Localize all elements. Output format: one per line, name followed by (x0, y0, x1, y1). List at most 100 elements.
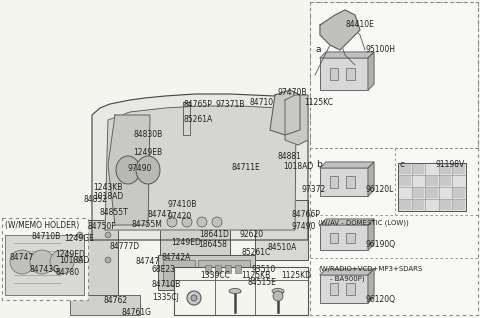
Text: 1125KB: 1125KB (241, 271, 270, 280)
Circle shape (212, 217, 222, 227)
Bar (174, 267, 308, 315)
Bar (347, 283, 355, 294)
Bar (454, 200, 465, 210)
Polygon shape (183, 102, 190, 135)
Text: 1125KC: 1125KC (304, 98, 333, 107)
Circle shape (50, 250, 74, 274)
Text: (W/MEMO HOLDER): (W/MEMO HOLDER) (5, 221, 79, 230)
Text: (W/RADIO+VCD+MP3+SDARS: (W/RADIO+VCD+MP3+SDARS (318, 265, 422, 272)
Bar (320, 168, 368, 196)
Circle shape (191, 295, 197, 301)
Text: b: b (316, 160, 322, 169)
Text: 84510A: 84510A (267, 243, 296, 252)
Text: 1018AD: 1018AD (93, 192, 123, 201)
Bar (399, 200, 410, 210)
Text: 96120L: 96120L (365, 185, 394, 194)
Circle shape (167, 217, 177, 227)
Text: 84852: 84852 (83, 195, 107, 204)
Text: 84780: 84780 (56, 268, 80, 277)
Text: 84711E: 84711E (232, 163, 261, 172)
Ellipse shape (136, 156, 160, 184)
Text: 84855T: 84855T (100, 208, 129, 217)
Polygon shape (320, 52, 374, 58)
Text: 84710: 84710 (249, 98, 273, 107)
Text: 97371B: 97371B (216, 100, 245, 109)
Text: 91198V: 91198V (436, 160, 465, 169)
Polygon shape (320, 269, 374, 275)
Bar (160, 195, 230, 255)
Text: 93510: 93510 (252, 265, 276, 274)
Ellipse shape (116, 156, 140, 184)
Text: 85261C: 85261C (242, 248, 271, 257)
Text: 1125KD: 1125KD (281, 271, 311, 280)
Text: 1249ED: 1249ED (171, 238, 201, 247)
Polygon shape (368, 52, 374, 90)
Text: 97470B: 97470B (278, 88, 308, 97)
Polygon shape (108, 115, 150, 225)
Text: 97420: 97420 (168, 212, 192, 221)
Polygon shape (105, 106, 296, 230)
Ellipse shape (272, 288, 284, 294)
Text: 84710B: 84710B (32, 232, 61, 241)
Bar (347, 232, 355, 243)
Text: 186458: 186458 (198, 240, 227, 249)
Bar (320, 225, 368, 250)
Circle shape (77, 257, 83, 263)
Bar (330, 176, 338, 188)
Bar (205, 265, 211, 273)
Text: 84762: 84762 (104, 296, 128, 305)
Text: 97410B: 97410B (168, 200, 197, 209)
Text: 97490: 97490 (127, 164, 151, 173)
Text: c: c (400, 160, 405, 169)
Circle shape (77, 232, 83, 238)
Polygon shape (320, 219, 374, 225)
Text: 97490: 97490 (291, 222, 315, 231)
Bar (399, 176, 410, 186)
Bar (426, 188, 438, 198)
Text: 1249EB: 1249EB (133, 148, 162, 157)
Bar (413, 164, 424, 174)
Polygon shape (285, 95, 308, 145)
Text: 97372: 97372 (301, 185, 325, 194)
Bar (310, 2, 478, 148)
Bar (399, 164, 410, 174)
Bar (454, 164, 465, 174)
Text: 84747: 84747 (136, 257, 160, 266)
Text: 85261A: 85261A (183, 115, 212, 124)
Text: 84777D: 84777D (110, 242, 140, 251)
Circle shape (182, 217, 192, 227)
Bar (440, 164, 451, 174)
Polygon shape (368, 162, 374, 196)
Bar (440, 176, 451, 186)
Text: 84830B: 84830B (133, 130, 162, 139)
Polygon shape (320, 162, 374, 168)
Polygon shape (270, 90, 300, 135)
Polygon shape (92, 94, 308, 240)
Bar (235, 265, 241, 273)
Text: 84410E: 84410E (345, 20, 374, 29)
Text: 1243KB: 1243KB (93, 183, 122, 192)
Text: 96190Q: 96190Q (365, 240, 395, 249)
Bar (398, 163, 466, 211)
Circle shape (187, 291, 201, 305)
Text: 84881: 84881 (277, 152, 301, 161)
Bar (310, 2, 478, 315)
Text: 1018AD: 1018AD (283, 162, 313, 171)
Text: 96120Q: 96120Q (365, 295, 395, 304)
Bar (440, 200, 451, 210)
Text: 84765P: 84765P (184, 100, 213, 109)
Text: a: a (316, 45, 322, 54)
Polygon shape (320, 10, 360, 50)
Bar (255, 200, 308, 260)
Bar (320, 58, 368, 90)
Bar (5, 235, 84, 295)
Circle shape (10, 250, 34, 274)
Bar (330, 232, 338, 243)
Text: 1249GE: 1249GE (64, 234, 94, 243)
Text: 1018AD: 1018AD (59, 256, 89, 265)
Text: 84742A: 84742A (161, 253, 191, 262)
Bar (454, 188, 465, 198)
Bar (70, 295, 140, 315)
Text: 84750F: 84750F (87, 222, 116, 231)
Text: 92620: 92620 (239, 230, 263, 239)
